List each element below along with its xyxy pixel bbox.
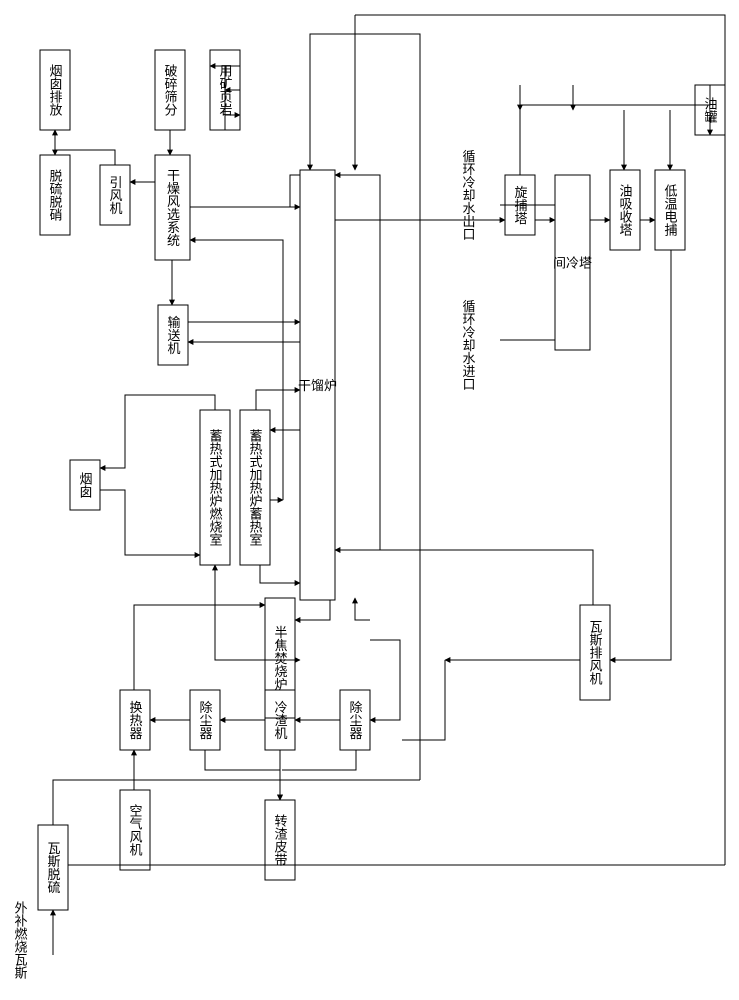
edge <box>205 750 280 800</box>
cool_belt-label: 转渣皮带 <box>273 814 288 866</box>
semi_coke_furnace-label: 半焦焚烧炉 <box>273 626 288 691</box>
edge <box>53 780 420 825</box>
low_temp_catch-label: 低温电捕 <box>663 184 678 237</box>
edge <box>100 490 200 555</box>
gas_fan-label: 瓦斯排风机 <box>588 620 603 686</box>
regen_heat-label: 蓄热式加热炉蓄热室 <box>248 429 263 546</box>
fan-label: 引风机 <box>108 176 123 216</box>
exchanger-label: 换热器 <box>128 701 143 741</box>
edge <box>370 640 400 720</box>
spin_tower-label: 旋捕塔 <box>513 186 528 225</box>
edge <box>355 598 370 620</box>
edge <box>310 34 420 780</box>
edge <box>520 85 710 175</box>
oil_tank-label: 油罐 <box>703 97 718 123</box>
edge <box>282 750 356 770</box>
edge <box>190 240 283 500</box>
edge <box>260 565 300 583</box>
edge <box>290 175 300 207</box>
ore_gangue-label: 用矿页岩 <box>218 64 233 116</box>
edge <box>100 395 215 468</box>
dry_air_sep-label: 干燥风选系统 <box>165 169 180 248</box>
chimney_discharge-label: 烟囱排放 <box>48 64 63 117</box>
desulf_denitr-label: 脱硫脱硝 <box>48 169 63 221</box>
cool_in: 循环冷却水进口 <box>461 300 476 391</box>
cooler-label: 冷渣机 <box>273 701 288 741</box>
edge <box>335 550 593 605</box>
edge <box>134 605 265 690</box>
oil_absorb-label: 油吸收塔 <box>618 184 633 236</box>
edge <box>402 660 445 740</box>
burn_gas: 外补燃烧瓦斯 <box>13 901 28 980</box>
chimney2-label: 烟囱 <box>78 472 93 498</box>
edge <box>295 600 330 620</box>
edge <box>55 150 115 165</box>
edge <box>610 250 671 660</box>
gas_desulf-label: 瓦斯脱硫 <box>46 842 61 894</box>
dust2-label: 除尘器 <box>348 701 363 741</box>
edge <box>256 390 300 410</box>
cool_out: 循环冷却水出口 <box>461 150 476 241</box>
regen_combust-label: 蓄热式加热炉燃烧室 <box>208 429 223 546</box>
inter_cooler-label: 间冷塔 <box>553 256 592 271</box>
air_fan-label: 空气风机 <box>128 804 143 857</box>
dry_distill-label: 干馏炉 <box>298 378 337 393</box>
dust1-label: 除尘器 <box>198 701 213 741</box>
crush_screen-label: 破碎筛分 <box>163 64 178 117</box>
edge <box>335 175 380 550</box>
conveyor-label: 输送机 <box>166 315 181 356</box>
